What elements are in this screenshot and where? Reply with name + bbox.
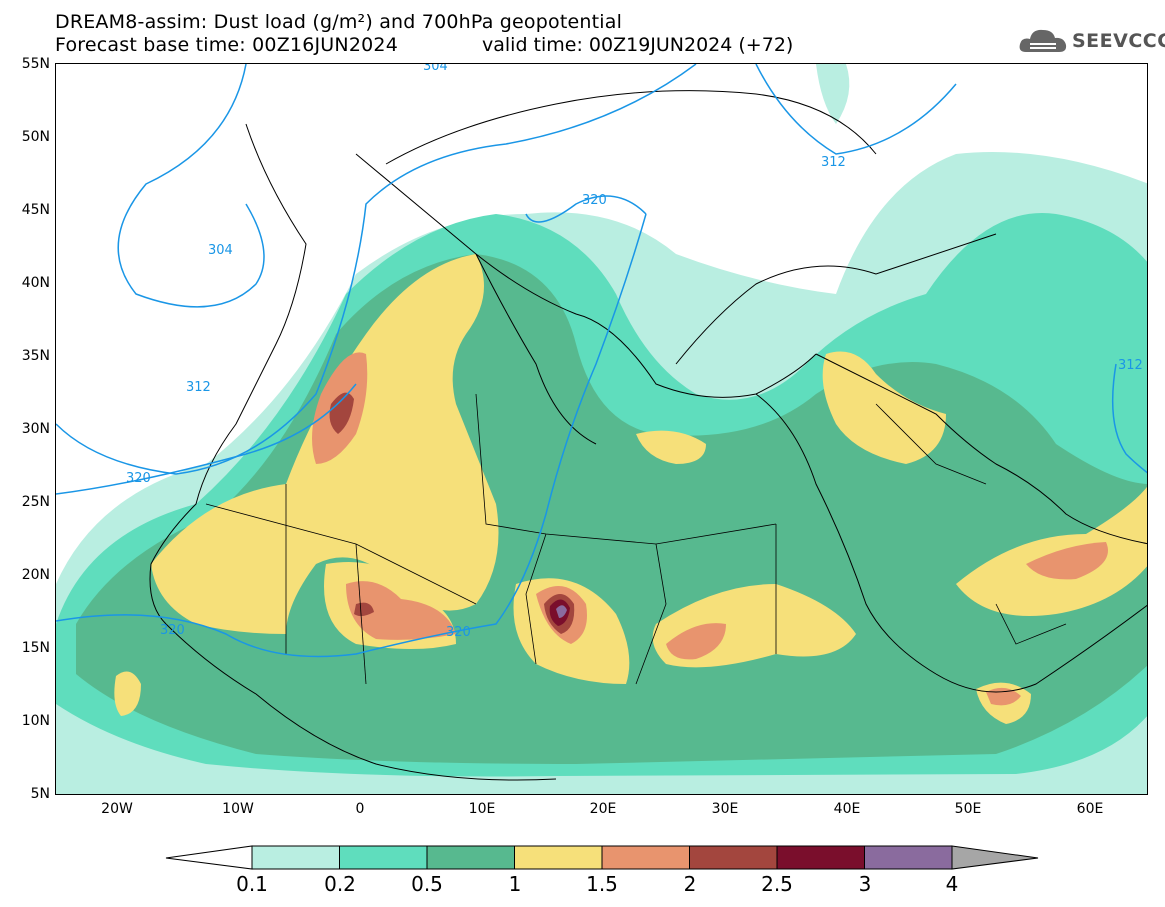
dust-band-1-libya <box>636 430 706 464</box>
title-line-2: Forecast base time: 00Z16JUN2024 <box>55 34 398 56</box>
colorbar-overflow <box>951 845 1039 870</box>
lat-label: 35N <box>21 348 50 364</box>
lon-label: 30E <box>711 801 739 817</box>
lat-label: 25N <box>21 494 50 510</box>
dust-map: 304 304 312 312 312 320 320 320 320 <box>56 64 1147 794</box>
lat-label: 20N <box>21 567 50 583</box>
contour-label: 320 <box>160 623 185 638</box>
country-borders <box>205 393 1067 685</box>
colorbar-label: 0.1 <box>236 872 268 896</box>
lat-label: 45N <box>21 202 50 218</box>
cloud-icon <box>1019 29 1067 52</box>
geopotential-contours <box>56 64 1147 658</box>
lon-label: 50E <box>954 801 982 817</box>
colorbar-swatch <box>426 845 515 870</box>
lon-label: 20W <box>101 801 133 817</box>
lon-label: 20E <box>589 801 617 817</box>
colorbar-label: 2.5 <box>761 872 793 896</box>
dust-band-1-oman <box>956 486 1147 616</box>
valid-time: valid time: 00Z19JUN2024 (+72) <box>482 34 794 56</box>
lat-label: 55N <box>21 56 50 72</box>
colorbar-label: 0.5 <box>411 872 443 896</box>
colorbar-swatch <box>339 845 428 870</box>
colorbar-label: 4 <box>945 872 959 896</box>
logo-text: SEEVCCC <box>1072 30 1165 52</box>
colorbar-swatch <box>689 845 778 870</box>
map-panel: 304 304 312 312 312 320 320 320 320 <box>55 63 1148 795</box>
lon-label: 0 <box>355 801 365 817</box>
dust-band-2-mali <box>354 602 374 617</box>
lat-label: 50N <box>21 129 50 145</box>
contour-label: 312 <box>186 380 211 395</box>
colorbar-swatch <box>514 845 603 870</box>
colorbar-label: 0.2 <box>324 872 356 896</box>
colorbar-label: 2 <box>683 872 697 896</box>
colorbar-swatch <box>601 845 690 870</box>
dust-band-1.5-oman <box>1026 542 1108 580</box>
lat-label: 15N <box>21 640 50 656</box>
lat-label: 10N <box>21 713 50 729</box>
dust-band-1.5-mali <box>346 581 456 640</box>
colorbar-swatch <box>864 845 953 870</box>
dust-band-2-morocco <box>329 392 354 434</box>
dust-band-0.1-north <box>816 64 850 124</box>
colorbar-label: 3 <box>858 872 872 896</box>
seevccc-logo: SEEVCCC <box>1018 24 1165 58</box>
lon-label: 40E <box>833 801 861 817</box>
lat-label: 5N <box>30 786 50 802</box>
dust-band-1-senegal <box>114 671 141 716</box>
lon-label: 10E <box>468 801 496 817</box>
colorbar-swatch <box>776 845 865 870</box>
coastlines <box>149 90 1147 781</box>
contour-label: 320 <box>126 471 151 486</box>
contour-label: 312 <box>821 155 846 170</box>
colorbar-underflow <box>165 845 253 870</box>
contour-label: 312 <box>1118 358 1143 373</box>
lon-label: 60E <box>1076 801 1104 817</box>
lon-label: 10W <box>222 801 254 817</box>
title-line-1: DREAM8-assim: Dust load (g/m²) and 700hP… <box>55 11 623 33</box>
lat-label: 30N <box>21 421 50 437</box>
contour-labels: 304 304 312 312 312 320 320 320 320 <box>126 64 1143 640</box>
colorbar-label: 1.5 <box>586 872 618 896</box>
contour-label: 304 <box>423 64 448 74</box>
colorbar-swatch <box>251 845 340 870</box>
dust-band-3-chad <box>556 605 567 618</box>
colorbar-label: 1 <box>508 872 522 896</box>
contour-label: 320 <box>446 625 471 640</box>
dust-band-1-arabia <box>822 351 946 464</box>
contour-label: 320 <box>582 193 607 208</box>
dust-band-1.5-sudan <box>666 623 726 660</box>
contour-label: 304 <box>208 243 233 258</box>
lat-label: 40N <box>21 275 50 291</box>
